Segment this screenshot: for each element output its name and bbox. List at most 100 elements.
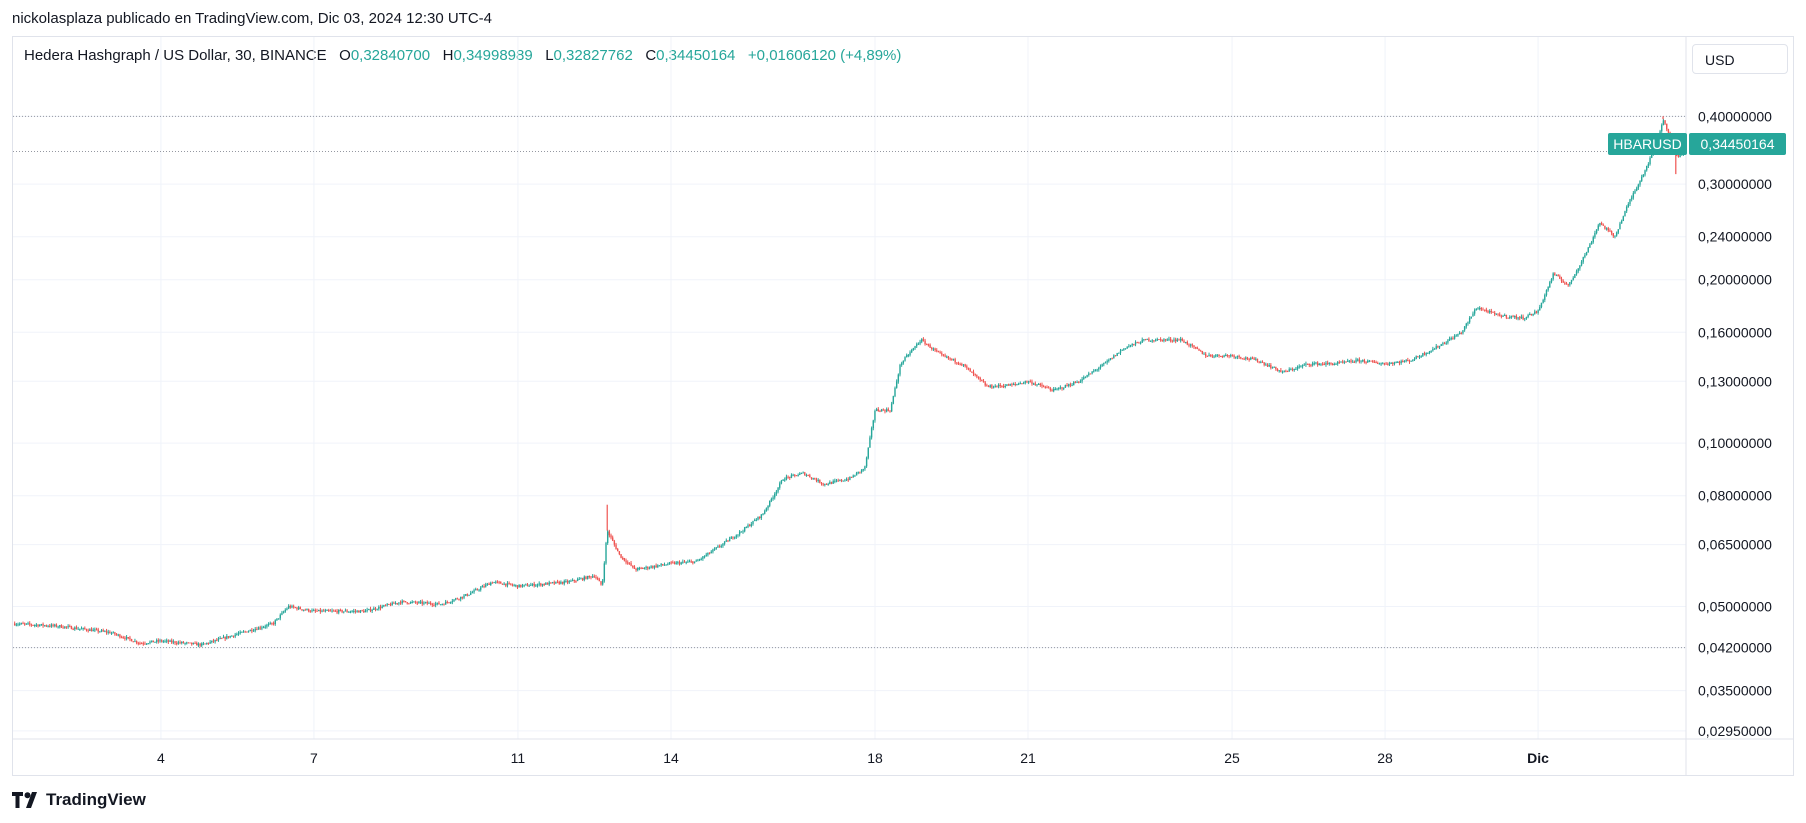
candle-body [1595,229,1598,234]
candle-body [921,339,923,342]
candle-body [1076,381,1078,383]
candle-body [1442,343,1444,345]
candle-body [1642,174,1645,177]
candle-body [167,640,170,642]
candle-body [1313,363,1315,365]
candle-body [1629,199,1631,204]
candle-body [897,374,900,382]
candle-body [1609,230,1611,232]
candle-body [1166,339,1168,341]
candle-body [333,610,335,612]
candle-body [916,344,918,347]
candle-body [902,360,905,364]
candle-body [571,579,574,581]
candle-body [187,642,190,644]
candle-body [323,610,325,612]
candle-body [201,643,203,646]
candle-body [1567,284,1569,286]
candle-body [981,379,983,382]
candle-body [159,640,161,642]
candle-body [1385,363,1387,365]
candle-body [1051,389,1053,392]
candle-body [40,624,43,626]
candle-body [1078,381,1080,383]
candle-body [287,605,290,609]
candle-body [324,610,327,612]
low-value: 0,32827762 [553,47,633,64]
candle-body [1365,362,1367,364]
candle-body [769,500,771,506]
candle-body [1350,360,1352,362]
candle-body [281,612,283,615]
candle-body [1096,369,1098,371]
candle-body [339,609,342,611]
candle-body [1575,271,1578,275]
candle-body [501,583,504,585]
candle-body [359,610,362,613]
candle-body [135,640,138,643]
candle-body [301,609,303,611]
candle-body [1068,384,1070,386]
candle-body [179,642,181,644]
candle-body [840,479,843,481]
candle-body [862,469,864,471]
x-tick-label: 28 [1377,750,1393,766]
candle-body [254,629,256,631]
candle-body [820,482,823,484]
candle-body [383,605,385,607]
candle-body [1220,356,1222,358]
candle-body [1154,340,1157,342]
candle-body [1108,359,1110,361]
candle-body [1497,313,1499,315]
candle-body [369,608,372,612]
candle-body [134,640,136,642]
candle-body [799,473,801,476]
candle-body [890,403,893,412]
candle-body [735,535,738,538]
y-tick-label: 0,20000000 [1698,272,1772,288]
candle-body [1560,278,1563,281]
candle-body [655,565,657,568]
candle-body [794,474,796,476]
candle-body [35,624,38,626]
candle-body [1293,369,1295,371]
candle-body [1198,348,1200,351]
candle-body [992,387,995,389]
candle-body [984,382,986,386]
candle-body [1602,224,1604,226]
tradingview-brand[interactable]: TradingView [12,790,146,810]
candle-body [30,624,33,626]
currency-button[interactable]: USD [1692,44,1788,74]
candle-body [478,589,480,591]
candle-body [1206,355,1209,357]
candle-body [1283,370,1285,372]
candle-body [1306,363,1309,365]
candle-body [1161,339,1163,341]
candle-body [277,618,280,620]
candle-body [1303,364,1305,366]
candle-body [1493,312,1496,315]
candle-body [971,371,973,373]
candle-body [1615,232,1618,236]
candle-body [37,624,39,627]
candle-body [461,596,464,598]
candle-body [1193,345,1195,348]
candle-body [538,583,540,585]
candle-body [949,358,951,360]
candle-body [665,564,667,566]
candle-body [653,565,656,568]
candle-body [1233,355,1235,358]
candle-body [1564,282,1566,284]
candle-body [1600,222,1603,225]
x-tick-label: 7 [310,750,318,766]
candle-body [1184,342,1187,344]
candle-body [1345,361,1347,363]
candle-body [177,642,180,644]
candle-body [1614,235,1616,237]
candle-body [1014,383,1016,385]
candle-body [662,564,664,566]
candle-body [1134,342,1137,345]
candle-body [1159,339,1162,341]
candle-body [730,537,732,539]
